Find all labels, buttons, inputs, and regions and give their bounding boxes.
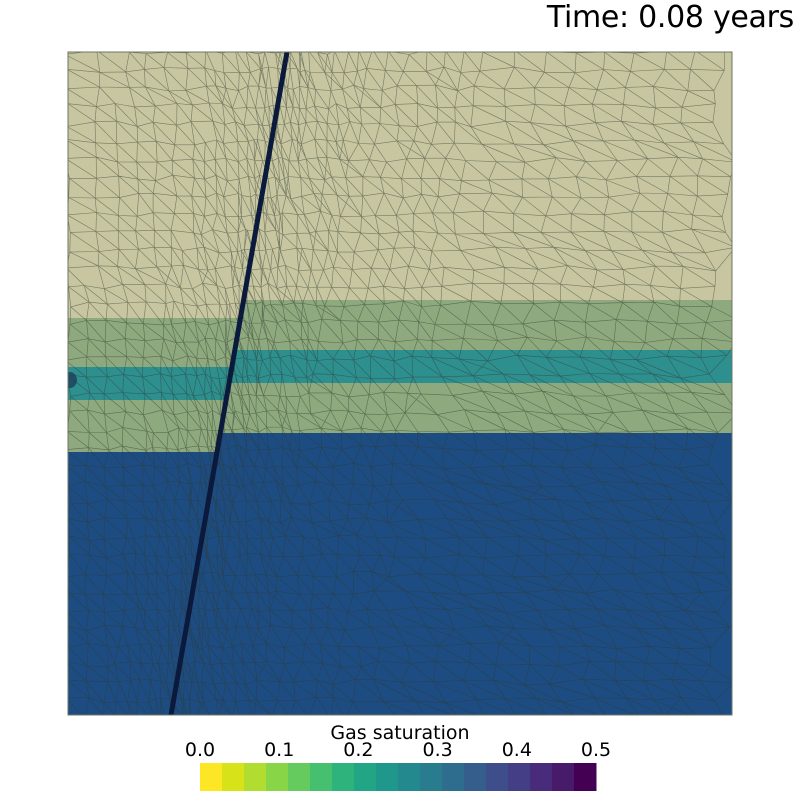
- colorbar-swatch: [420, 763, 443, 791]
- colorbar-swatch: [486, 763, 509, 791]
- colorbar-swatch: [332, 763, 355, 791]
- simulation-domain: [68, 52, 732, 715]
- colorbar-swatch: [574, 763, 597, 791]
- colorbar-tick-label: 0.5: [580, 739, 612, 761]
- colorbar-swatch: [552, 763, 575, 791]
- colorbar-swatch: [508, 763, 531, 791]
- colorbar-swatch: [464, 763, 487, 791]
- colorbar-swatch: [442, 763, 465, 791]
- colorbar-tick-label: 0.2: [343, 739, 374, 761]
- fault-line: [168, 52, 290, 715]
- time-label: Time: 0.08 years: [546, 0, 794, 35]
- colorbar: [200, 763, 597, 791]
- colorbar-tick-label: 0.3: [422, 739, 453, 761]
- colorbar-swatch: [310, 763, 333, 791]
- colorbar-swatch: [266, 763, 289, 791]
- domain-border: [67, 51, 733, 716]
- colorbar-swatch: [354, 763, 377, 791]
- colorbar-swatch: [244, 763, 267, 791]
- injection-point: [68, 372, 77, 388]
- colorbar-swatch: [376, 763, 399, 791]
- colorbar-tick-label: 0.4: [501, 739, 532, 761]
- colorbar-title: Gas saturation: [330, 722, 470, 744]
- colorbar-tick-label: 0.1: [264, 739, 295, 761]
- colorbar-swatch: [398, 763, 421, 791]
- colorbar-swatch: [288, 763, 311, 791]
- colorbar-swatch: [530, 763, 553, 791]
- colorbar-tick-label: 0.0: [184, 739, 216, 761]
- colorbar-swatch: [200, 763, 223, 791]
- colorbar-swatch: [222, 763, 245, 791]
